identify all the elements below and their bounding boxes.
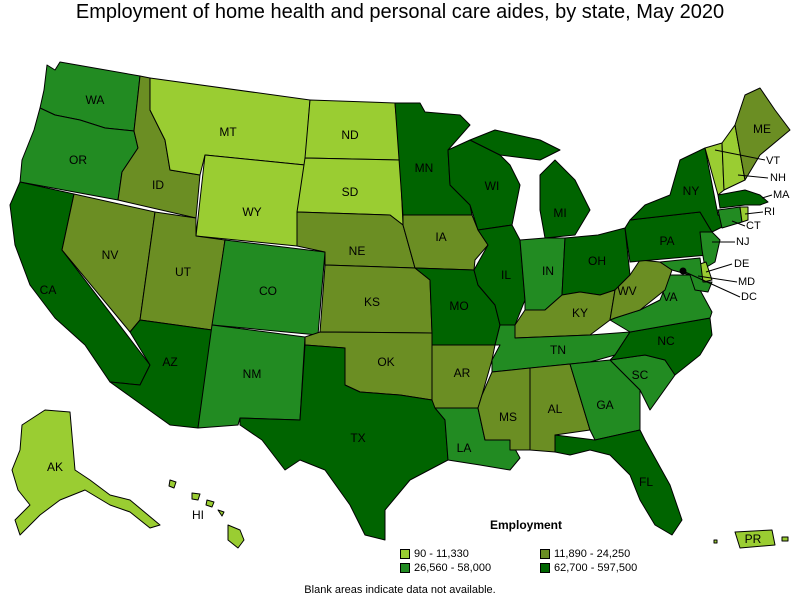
- state-IA[interactable]: [402, 214, 489, 271]
- svg-text:OH: OH: [588, 254, 606, 268]
- svg-text:HI: HI: [192, 508, 204, 522]
- svg-text:CT: CT: [746, 220, 761, 232]
- svg-text:VA: VA: [662, 290, 677, 304]
- svg-text:MN: MN: [415, 161, 434, 175]
- legend: Employment 90 - 11,330 11,890 - 24,250 2…: [400, 518, 670, 578]
- map-title: Employment of home health and personal c…: [75, 1, 725, 23]
- svg-text:KS: KS: [364, 295, 380, 309]
- svg-text:IL: IL: [501, 268, 511, 282]
- svg-text:NV: NV: [102, 248, 119, 262]
- svg-text:CA: CA: [40, 283, 57, 297]
- svg-text:TX: TX: [350, 431, 365, 445]
- state-CT[interactable]: [717, 206, 743, 229]
- svg-text:OR: OR: [69, 153, 87, 167]
- state-NY[interactable]: [629, 147, 733, 233]
- legend-label-4: 62,700 - 597,500: [554, 562, 638, 574]
- svg-text:NJ: NJ: [736, 236, 749, 248]
- svg-text:MS: MS: [499, 410, 517, 424]
- svg-text:MI: MI: [553, 206, 566, 220]
- state-TN[interactable]: [491, 324, 631, 373]
- svg-text:DE: DE: [734, 258, 749, 270]
- svg-text:MD: MD: [738, 276, 755, 288]
- svg-text:NH: NH: [770, 172, 786, 184]
- legend-item-2: 11,890 - 24,250: [540, 548, 630, 560]
- svg-text:ND: ND: [341, 128, 359, 142]
- state-HI[interactable]: [168, 479, 245, 549]
- state-FL[interactable]: [554, 429, 683, 536]
- svg-text:MT: MT: [219, 125, 237, 139]
- state-labels: WA OR CA ID NV MT WY UT AZ CO NM ND SD N…: [40, 93, 771, 546]
- small-state-callouts: VT NH MA RI CT NJ DE MD DC: [682, 149, 790, 303]
- state-AK[interactable]: [11, 409, 161, 536]
- svg-text:VT: VT: [766, 155, 780, 167]
- svg-text:IA: IA: [435, 230, 446, 244]
- state-MD[interactable]: [659, 257, 713, 293]
- legend-label-3: 26,560 - 58,000: [414, 562, 492, 574]
- state-NJ[interactable]: [699, 231, 721, 269]
- legend-swatch-3: [400, 563, 410, 573]
- svg-text:MO: MO: [449, 299, 468, 313]
- svg-text:ID: ID: [152, 178, 164, 192]
- state-MI[interactable]: [469, 129, 591, 239]
- legend-title: Employment: [490, 518, 563, 532]
- legend-swatch-2: [540, 549, 550, 559]
- svg-text:SC: SC: [632, 368, 649, 382]
- svg-text:UT: UT: [175, 265, 192, 279]
- svg-text:ME: ME: [753, 122, 771, 136]
- legend-swatch-4: [540, 563, 550, 573]
- svg-text:FL: FL: [639, 475, 653, 489]
- svg-text:WY: WY: [242, 205, 261, 219]
- svg-text:IN: IN: [542, 264, 554, 278]
- svg-text:PR: PR: [745, 532, 762, 546]
- svg-text:WI: WI: [485, 179, 500, 193]
- svg-text:AR: AR: [454, 366, 471, 380]
- svg-text:SD: SD: [342, 185, 359, 199]
- svg-text:RI: RI: [764, 206, 775, 218]
- svg-text:AK: AK: [47, 460, 63, 474]
- legend-item-1: 90 - 11,330: [400, 548, 469, 560]
- svg-text:NC: NC: [657, 334, 675, 348]
- svg-text:GA: GA: [596, 398, 613, 412]
- legend-item-3: 26,560 - 58,000: [400, 562, 491, 574]
- legend-item-4: 62,700 - 597,500: [540, 562, 637, 574]
- footnote: Blank areas indicate data not available.: [304, 584, 496, 596]
- state-RI[interactable]: [739, 206, 749, 223]
- svg-text:NM: NM: [243, 367, 262, 381]
- state-WY[interactable]: [195, 154, 306, 247]
- state-WV[interactable]: [609, 259, 673, 321]
- svg-text:CO: CO: [259, 284, 277, 298]
- svg-text:MA: MA: [773, 189, 790, 201]
- state-TX[interactable]: [239, 344, 449, 541]
- svg-text:NY: NY: [683, 184, 700, 198]
- svg-text:WV: WV: [617, 284, 636, 298]
- state-PR[interactable]: [713, 529, 789, 549]
- svg-text:AZ: AZ: [162, 355, 177, 369]
- svg-text:WA: WA: [86, 93, 105, 107]
- svg-text:NE: NE: [349, 244, 366, 258]
- svg-text:DC: DC: [741, 291, 757, 303]
- svg-text:KY: KY: [572, 306, 588, 320]
- state-MA[interactable]: [717, 189, 769, 209]
- legend-label-2: 11,890 - 24,250: [554, 548, 631, 560]
- svg-text:AL: AL: [548, 402, 563, 416]
- svg-text:PA: PA: [659, 234, 674, 248]
- legend-swatch-1: [400, 549, 410, 559]
- legend-label-1: 90 - 11,330: [414, 548, 469, 560]
- svg-text:LA: LA: [457, 441, 472, 455]
- svg-text:OK: OK: [377, 355, 394, 369]
- svg-text:TN: TN: [550, 343, 566, 357]
- state-NC[interactable]: [609, 317, 713, 376]
